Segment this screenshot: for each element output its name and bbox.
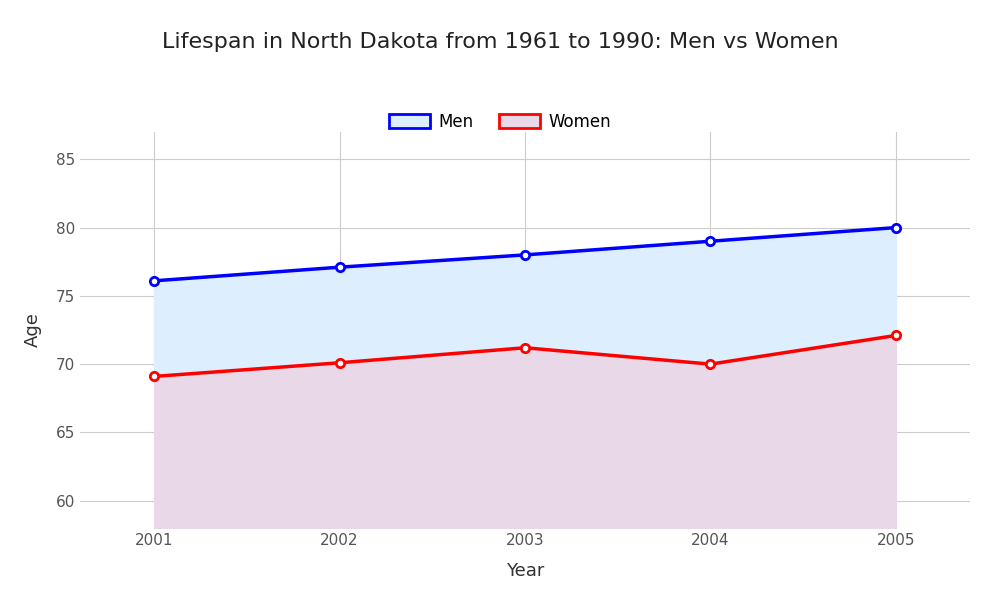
Legend: Men, Women: Men, Women <box>380 104 620 139</box>
X-axis label: Year: Year <box>506 562 544 580</box>
Y-axis label: Age: Age <box>24 313 42 347</box>
Text: Lifespan in North Dakota from 1961 to 1990: Men vs Women: Lifespan in North Dakota from 1961 to 19… <box>162 32 838 52</box>
